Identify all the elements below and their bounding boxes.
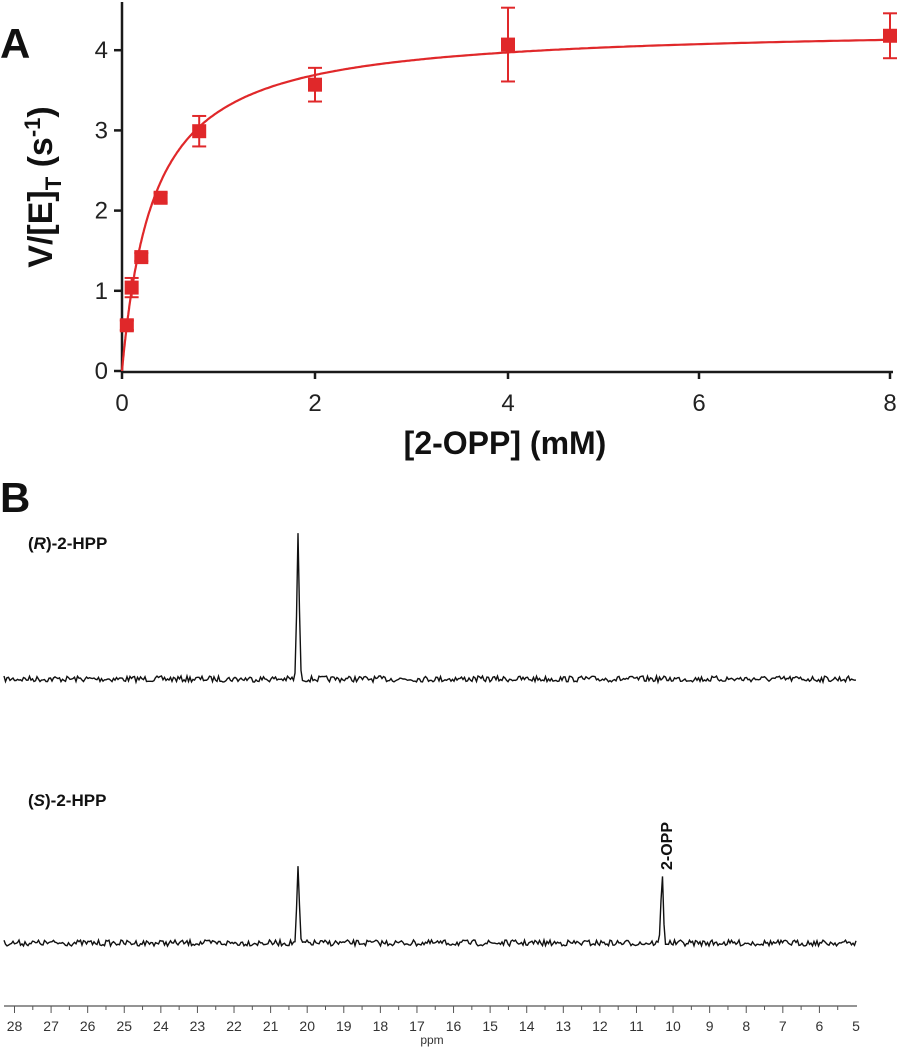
ppm-tick-label: 7 — [779, 1018, 787, 1034]
data-point — [308, 66, 322, 103]
data-point — [501, 6, 515, 83]
x-tick-label: 4 — [501, 390, 514, 417]
x-tick-label: 2 — [308, 390, 321, 417]
ppm-tick-label: 11 — [629, 1018, 644, 1034]
square-marker — [308, 77, 322, 92]
data-point — [192, 114, 207, 148]
peak-annotation-2-opp: 2-OPP — [659, 822, 676, 870]
y-axis-ticks: 0 1 2 3 4 — [95, 37, 122, 385]
ppm-tick-label: 19 — [336, 1018, 352, 1034]
x-tick-label: 8 — [883, 390, 896, 417]
ppm-tick-label: 13 — [556, 1018, 572, 1034]
trace-r-label: (R)-2-HPP — [28, 534, 107, 553]
ppm-tick-label: 12 — [592, 1018, 608, 1034]
square-marker — [124, 280, 139, 295]
ppm-tick-label: 18 — [373, 1018, 389, 1034]
panel-b: B (R)-2-HPP (S)-2-HPP 2-OPP 28 27 26 25 24 23… — [0, 474, 860, 1047]
trace-s-label: (S)-2-HPP — [28, 791, 106, 810]
ppm-tick-label: 9 — [706, 1018, 714, 1034]
ppm-tick-label: 24 — [153, 1018, 169, 1034]
data-point — [153, 190, 168, 205]
spectrum-trace-s — [3, 866, 857, 949]
ppm-tick-label: 17 — [409, 1018, 425, 1034]
ppm-tick-label: 8 — [742, 1018, 750, 1034]
data-point — [119, 318, 134, 333]
ppm-tick-label: 25 — [116, 1018, 132, 1034]
y-tick-label: 4 — [95, 37, 108, 64]
ppm-tick-label: 16 — [446, 1018, 462, 1034]
ppm-tick-label: 10 — [665, 1018, 681, 1034]
data-point — [883, 12, 897, 60]
square-marker — [119, 318, 134, 333]
y-tick-label: 0 — [95, 358, 108, 385]
spectrum-trace-r — [3, 533, 857, 685]
x-tick-label: 0 — [115, 390, 128, 417]
square-marker — [134, 250, 149, 265]
y-tick-label: 1 — [95, 278, 108, 305]
ppm-axis-title: ppm — [420, 1033, 443, 1047]
x-axis-ticks: 0 2 4 6 8 — [115, 371, 897, 417]
ppm-tick-label: 28 — [7, 1018, 23, 1034]
ppm-tick-label: 26 — [80, 1018, 96, 1034]
panel-a-label: A — [0, 20, 30, 67]
y-tick-label: 2 — [95, 198, 108, 225]
panel-a: A 0 1 2 3 4 0 2 4 6 8 V/[E]T (s-1) [2-OPP] (mM) — [0, 2, 897, 461]
fit-curve — [120, 38, 891, 371]
data-point — [124, 276, 139, 299]
data-point — [134, 250, 149, 265]
ppm-tick-label: 6 — [816, 1018, 824, 1034]
ppm-tick-label: 20 — [299, 1018, 315, 1034]
ppm-tick-label: 5 — [852, 1018, 860, 1034]
data-points — [119, 6, 897, 333]
square-marker — [883, 28, 897, 43]
panel-b-label: B — [0, 474, 30, 521]
square-marker — [501, 37, 515, 52]
ppm-tick-label: 15 — [482, 1018, 498, 1034]
square-marker — [153, 190, 168, 205]
ppm-tick-label: 23 — [190, 1018, 206, 1034]
x-tick-label: 6 — [692, 390, 705, 417]
ppm-tick-label: 14 — [519, 1018, 535, 1034]
y-tick-label: 3 — [95, 117, 108, 144]
ppm-tick-label: 21 — [263, 1018, 279, 1034]
ppm-tick-label: 27 — [43, 1018, 59, 1034]
ppm-tick-label: 22 — [226, 1018, 242, 1034]
square-marker — [192, 124, 207, 139]
y-axis-title: V/[E]T (s-1) — [20, 106, 66, 267]
ppm-axis-ticks: 28 27 26 25 24 23 22 21 20 19 18 17 16 15 14 13 12 11 10 9 8… — [7, 1006, 860, 1034]
x-axis-title: [2-OPP] (mM) — [404, 425, 607, 461]
